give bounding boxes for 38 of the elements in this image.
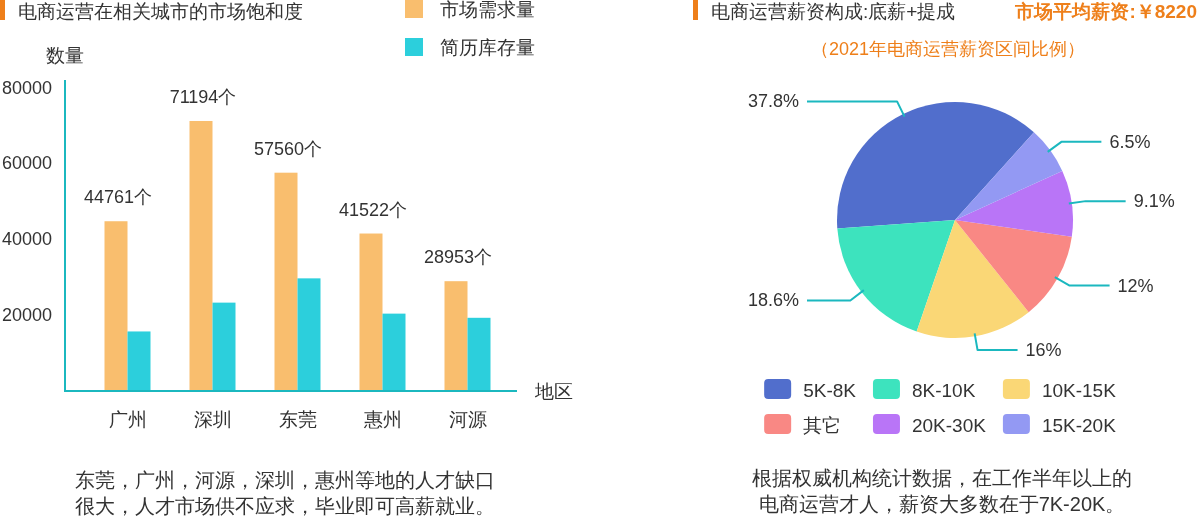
legend-label: 5K-8K [803,379,857,401]
data-label: 71194个 [169,87,237,107]
data-label: 28953个 [423,247,493,268]
ytick: 80000 [1,77,52,98]
legend-label: 其它 [803,414,842,436]
ytick: 40000 [1,229,52,250]
title: 电商运营薪资构成:底薪+提成 [711,0,956,22]
data-label: 44761个 [83,187,153,208]
ytick: 20000 [1,305,52,326]
legend-label: 简历库存量 [440,36,535,58]
data-label: 6.5% [1109,131,1151,152]
xtick: 深圳 [193,408,232,430]
data-label: 12% [1117,275,1154,296]
data-label: 37.8% [747,91,799,112]
data-label: 57560个 [253,138,323,159]
annotation: 很大，人才市场供不应求，毕业即可高薪就业。 [75,495,495,517]
legend-label: 10K-15K [1041,379,1117,401]
title: 电商运营在相关城市的市场饱和度 [18,0,303,22]
subtitle: （2021年电商运营薪资区间比例） [811,39,1085,59]
annotation: 东莞，广州，河源，深圳，惠州等地的人才缺口 [75,469,495,491]
legend-label: 市场需求量 [440,0,535,20]
ytick: 60000 [1,153,52,174]
ylabel: 数量 [46,44,84,66]
annotation: 电商运营才人，薪资大多数在于7K-20K。 [758,493,1126,515]
data-label: 16% [1025,340,1062,361]
legend-label: 15K-20K [1041,414,1117,436]
legend-label: 8K-10K [911,379,976,401]
annotation: 根据权威机构统计数据，在工作半年以上的 [752,467,1132,489]
xtick: 河源 [448,408,487,430]
annotation: 市场平均薪资:￥8220 [1015,0,1197,22]
xtick: 惠州 [363,408,402,430]
data-label: 9.1% [1133,191,1175,212]
xlabel: 地区 [535,380,573,402]
legend-label: 20K-30K [911,414,987,436]
data-label: 18.6% [747,290,799,311]
xtick: 东莞 [278,408,317,430]
data-label: 41522个 [338,199,408,220]
xtick: 广州 [108,408,147,430]
